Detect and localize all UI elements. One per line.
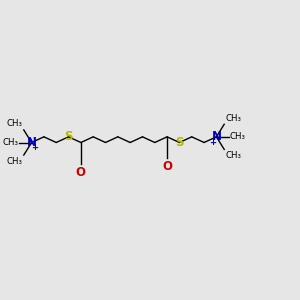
- Text: CH₃: CH₃: [225, 151, 241, 160]
- Text: CH₃: CH₃: [225, 114, 241, 123]
- Text: N: N: [27, 136, 37, 149]
- Text: CH₃: CH₃: [7, 157, 23, 166]
- Text: CH₃: CH₃: [2, 138, 18, 147]
- Text: S: S: [64, 130, 73, 143]
- Text: O: O: [76, 166, 86, 179]
- Text: O: O: [162, 160, 172, 173]
- Text: N: N: [212, 130, 221, 143]
- Text: CH₃: CH₃: [230, 132, 245, 141]
- Text: +: +: [209, 138, 216, 147]
- Text: +: +: [32, 143, 39, 152]
- Text: CH₃: CH₃: [7, 119, 23, 128]
- Text: S: S: [175, 136, 184, 149]
